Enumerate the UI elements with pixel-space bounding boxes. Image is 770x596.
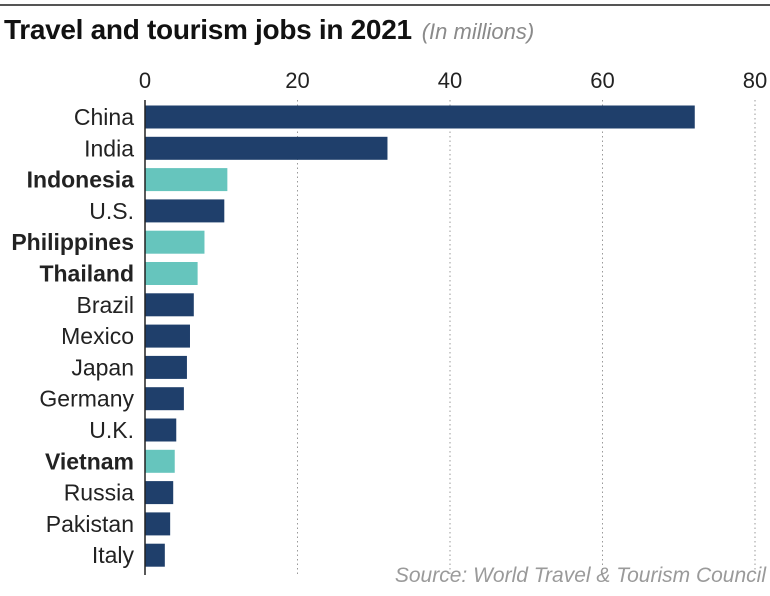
- x-tick-label: 60: [590, 68, 614, 93]
- category-label: Pakistan: [46, 511, 134, 537]
- category-label: Italy: [92, 542, 135, 568]
- bar: [145, 481, 174, 505]
- bar: [145, 512, 171, 536]
- bar: [145, 324, 190, 348]
- bar: [145, 136, 388, 160]
- bar: [145, 168, 228, 192]
- bar: [145, 387, 184, 411]
- category-label: Germany: [39, 386, 134, 412]
- bar: [145, 418, 177, 442]
- bar: [145, 293, 194, 317]
- bar: [145, 230, 205, 254]
- bar: [145, 105, 695, 129]
- x-tick-label: 0: [139, 68, 151, 93]
- category-label: Thailand: [39, 261, 134, 287]
- category-label: Brazil: [76, 292, 134, 318]
- x-tick-label: 20: [285, 68, 309, 93]
- category-label: Mexico: [61, 323, 134, 349]
- bar: [145, 543, 165, 567]
- category-label: Vietnam: [45, 448, 134, 474]
- category-label: Philippines: [11, 229, 134, 255]
- top-rule: [0, 4, 770, 6]
- category-label: Japan: [71, 354, 134, 380]
- category-label: U.K.: [89, 417, 134, 443]
- chart-title: Travel and tourism jobs in 2021: [4, 14, 412, 45]
- x-tick-label: 40: [438, 68, 462, 93]
- bar: [145, 449, 175, 473]
- category-label: Indonesia: [27, 167, 135, 193]
- category-label: China: [74, 104, 134, 130]
- x-tick-label: 80: [743, 68, 767, 93]
- bar: [145, 262, 198, 285]
- bar: [145, 355, 187, 379]
- category-label: Russia: [64, 480, 135, 506]
- category-label: U.S.: [89, 198, 134, 224]
- category-label: India: [84, 135, 134, 161]
- source-note: Source: World Travel & Tourism Council: [394, 564, 766, 587]
- chart-subtitle: (In millions): [421, 19, 535, 44]
- bar: [145, 199, 225, 223]
- title-row: Travel and tourism jobs in 2021 (In milli…: [4, 14, 534, 46]
